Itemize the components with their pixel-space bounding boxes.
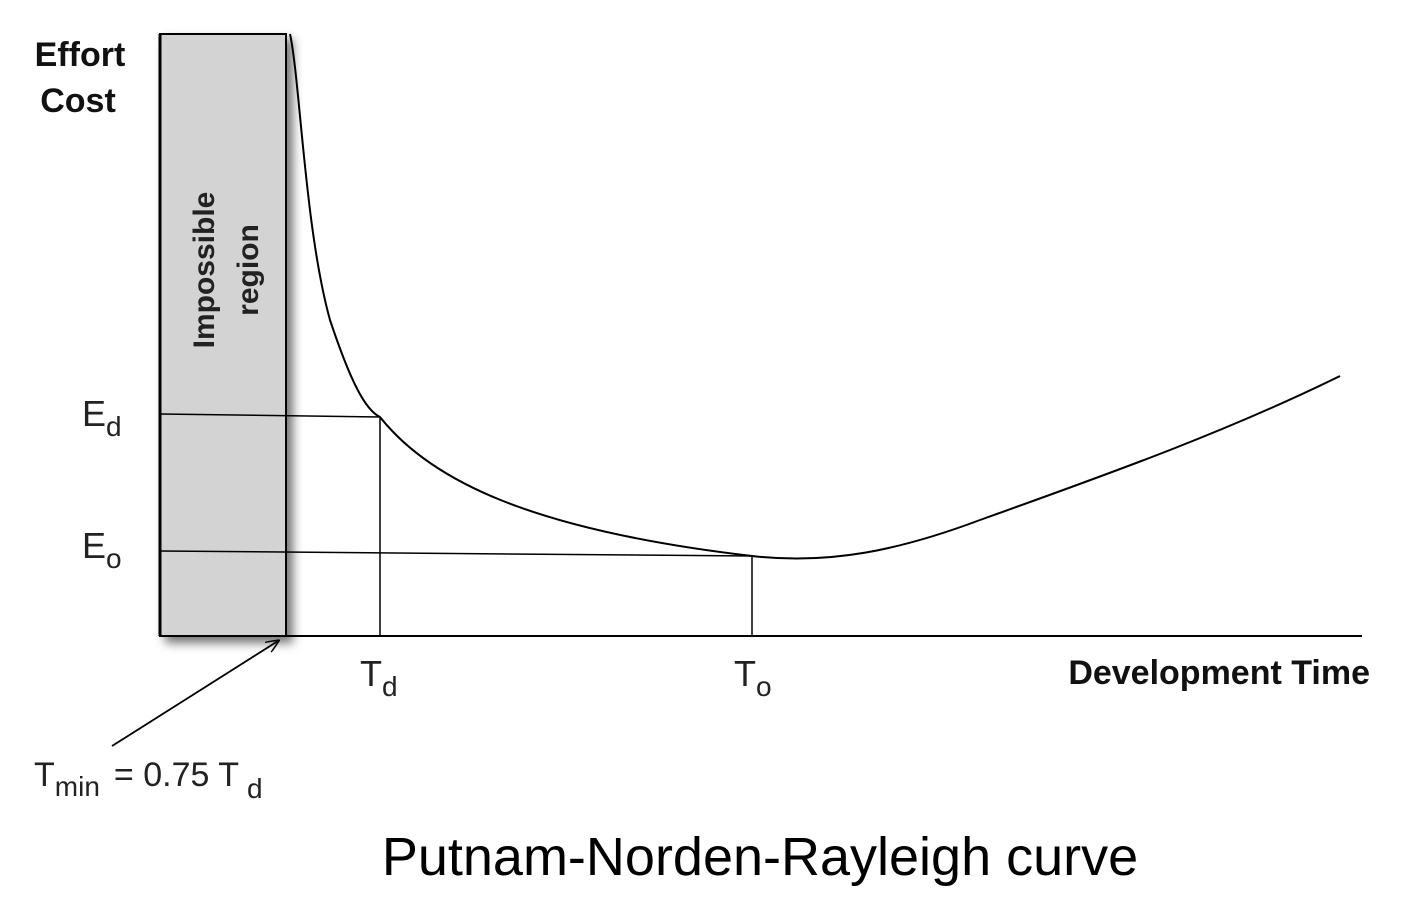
x-axis-label: Development Time [1068,654,1370,692]
ed-label-main: E [82,393,106,434]
region-label-line1: Impossible [188,192,221,349]
td-label: Td [360,653,398,702]
effort-curve [289,33,1341,560]
ed-reference-line [159,413,381,418]
y-axis-label-cost: Cost [40,82,116,120]
putnam-curve-diagram: Effort Cost Impossible region Ed Eo Td T… [34,33,1370,804]
to-label: To [734,653,772,702]
y-axis-label-effort: Effort [35,36,126,74]
impossible-region-label: Impossible region [188,192,265,349]
tmin-t: T [34,756,55,794]
eo-reference-line [159,550,753,557]
ed-label-sub: d [106,411,122,442]
eo-label: Eo [82,525,122,574]
eo-label-main: E [82,525,106,566]
to-label-main: T [734,653,756,694]
impossible-region [159,33,287,637]
tmin-arrow [111,641,278,747]
tmin-equals: = 0.75 T [114,756,239,794]
region-label-line2: region [232,224,265,316]
tmin-d-sub: d [247,773,263,804]
tmin-min-sub: min [55,771,100,802]
to-label-sub: o [756,671,772,702]
td-label-sub: d [382,671,398,702]
diagram-caption: Putnam-Norden-Rayleigh curve [381,827,1139,887]
td-label-main: T [360,653,382,694]
ed-label: Ed [82,393,122,442]
tmin-formula: Tmin = 0.75 T d [34,756,263,804]
eo-label-sub: o [106,543,122,574]
